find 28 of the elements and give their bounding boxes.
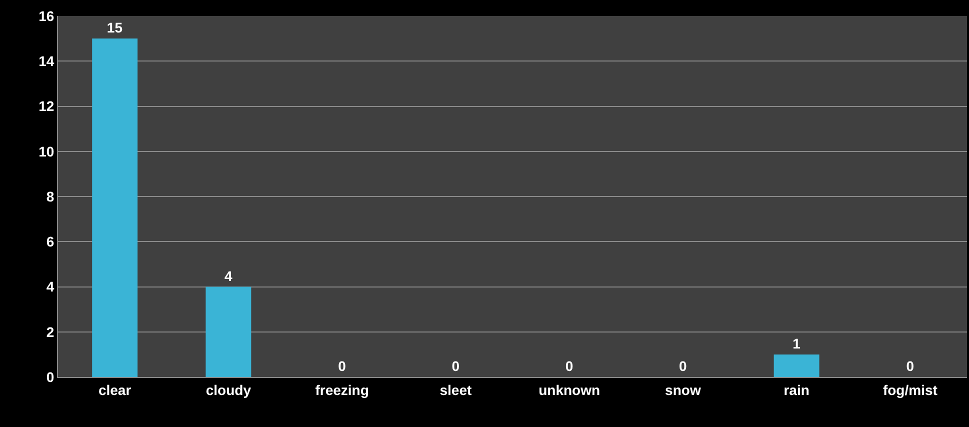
y-tick-label: 8 (46, 188, 54, 204)
data-label: 15 (106, 20, 123, 36)
data-label: 0 (452, 358, 460, 374)
x-tick-label: fog/mist (882, 382, 938, 398)
bar (206, 286, 252, 377)
x-tick-label: unknown (538, 382, 600, 398)
data-label: 0 (338, 358, 346, 374)
y-tick-label: 16 (38, 8, 54, 24)
y-tick-label: 10 (38, 143, 54, 160)
x-tick-label: snow (665, 382, 701, 398)
y-tick-label: 0 (46, 368, 54, 385)
data-label: 0 (565, 358, 574, 374)
y-tick-label: 2 (46, 324, 54, 340)
y-tick-label: 4 (46, 278, 54, 295)
x-tick-label: sleet (440, 382, 472, 398)
data-label: 0 (678, 358, 687, 374)
y-tick-label: 6 (46, 234, 54, 250)
y-tick-label: 14 (38, 53, 54, 70)
data-label: 4 (224, 268, 232, 284)
data-label: 1 (792, 335, 801, 352)
x-tick-label: freezing (315, 382, 369, 398)
bar (92, 38, 138, 377)
x-tick-label: clear (98, 382, 132, 398)
bar (774, 354, 820, 377)
x-tick-label: rain (784, 382, 810, 398)
x-tick-label: cloudy (206, 382, 252, 398)
data-label: 0 (906, 358, 914, 374)
y-tick-label: 12 (38, 98, 54, 114)
